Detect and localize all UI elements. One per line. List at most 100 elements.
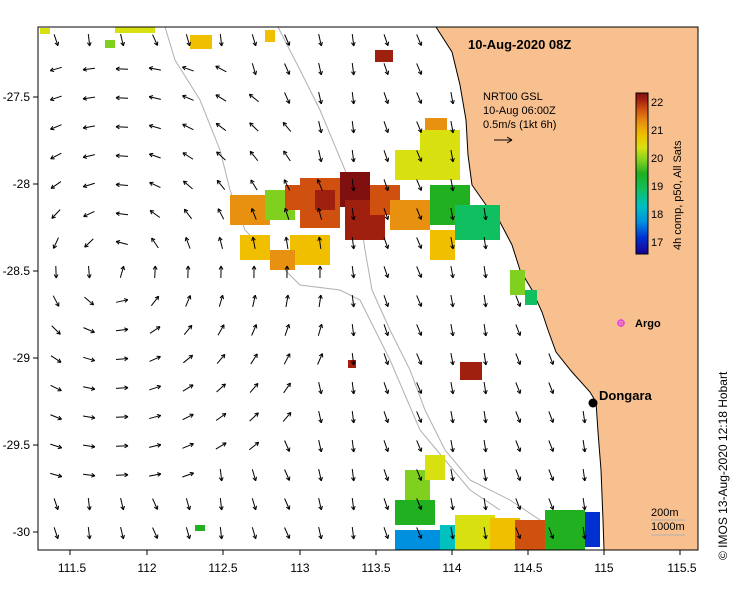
current-arrow-head	[485, 419, 488, 424]
current-arrow-head	[384, 332, 389, 337]
current-arrow-head	[250, 150, 255, 154]
current-arrow-head	[584, 535, 587, 540]
current-arrow	[548, 382, 554, 394]
current-arrow	[217, 208, 225, 220]
current-arrow	[383, 179, 389, 191]
current-arrow	[383, 382, 389, 394]
current-arrow-head	[450, 390, 454, 395]
current-arrow-head	[417, 332, 422, 336]
current-arrow-head	[82, 154, 87, 158]
current-arrow-head	[320, 476, 323, 481]
current-arrow	[115, 328, 129, 332]
current-arrow-head	[223, 383, 226, 388]
current-arrow-head	[91, 328, 95, 333]
current-arrow	[219, 33, 223, 47]
current-arrow-head	[83, 213, 87, 217]
colorbar-tick: 17	[651, 237, 663, 249]
current-arrow	[416, 469, 422, 481]
current-arrow-head	[124, 472, 129, 476]
current-arrow	[84, 296, 94, 306]
current-arrow-head	[124, 414, 129, 418]
current-arrow-head	[318, 323, 323, 328]
current-arrow-head	[353, 535, 356, 540]
current-arrow-head	[417, 303, 422, 307]
current-arrow-head	[283, 150, 288, 154]
current-arrow	[251, 208, 257, 220]
current-arrow-head	[189, 534, 192, 539]
current-arrow	[483, 381, 487, 395]
current-arrow-head	[584, 477, 587, 482]
current-arrow-head	[149, 95, 154, 98]
current-arrow-head	[450, 129, 454, 134]
current-arrow	[548, 527, 554, 539]
x-tick-label: 112.5	[208, 561, 237, 575]
current-arrow-head	[384, 390, 389, 395]
current-arrow-head	[55, 303, 60, 307]
current-arrow-head	[153, 42, 158, 46]
current-arrow-head	[154, 295, 159, 299]
current-arrow-head	[285, 535, 290, 539]
current-arrow-head	[452, 302, 455, 308]
current-arrow-head	[218, 535, 223, 540]
current-arrow	[515, 353, 521, 365]
current-arrow	[450, 266, 454, 278]
current-arrow	[450, 237, 454, 249]
current-arrow	[183, 208, 193, 220]
current-arrow-head	[485, 303, 488, 308]
current-arrow-head	[353, 506, 356, 511]
current-arrow	[149, 124, 161, 130]
current-arrow-head	[116, 240, 121, 242]
current-arrow	[515, 295, 521, 307]
current-arrow	[548, 498, 554, 510]
current-arrow-head	[320, 157, 323, 162]
current-arrow	[548, 440, 554, 452]
current-arrow	[284, 498, 290, 510]
current-arrow-head	[384, 303, 389, 308]
current-arrow-head	[450, 187, 454, 192]
current-arrow-head	[218, 477, 223, 482]
argo-label: Argo	[635, 318, 661, 330]
current-arrow-head	[120, 265, 125, 270]
current-arrow	[351, 62, 355, 76]
current-arrow	[215, 123, 227, 131]
current-arrow-head	[252, 236, 256, 241]
current-arrow-head	[318, 71, 322, 76]
current-arrow	[582, 439, 586, 453]
current-arrow-head	[318, 506, 322, 511]
current-arrow	[483, 497, 487, 511]
current-arrow-head	[452, 360, 455, 366]
current-arrow-head	[317, 265, 321, 270]
current-arrow-head	[288, 324, 291, 329]
current-arrow	[50, 443, 62, 449]
current-arrow-head	[353, 361, 356, 366]
current-arrow-head	[516, 332, 521, 336]
current-arrow-head	[149, 210, 153, 215]
current-arrow-head	[483, 448, 487, 453]
current-arrow	[53, 34, 59, 46]
current-arrow-head	[156, 443, 161, 446]
current-arrow	[351, 352, 355, 366]
current-arrow-head	[317, 208, 319, 213]
current-arrow-head	[450, 100, 454, 105]
current-arrow	[450, 150, 454, 162]
current-arrow-head	[286, 382, 291, 386]
current-arrow	[249, 122, 259, 132]
current-arrow-head	[221, 383, 226, 386]
current-arrow-head	[350, 71, 355, 76]
current-arrow	[515, 469, 521, 481]
current-arrow-head	[186, 295, 191, 299]
current-arrow-head	[184, 237, 187, 242]
current-arrow-head	[452, 128, 455, 134]
current-arrow-head	[485, 245, 488, 250]
current-arrow-head	[120, 535, 124, 540]
current-arrow-head	[86, 535, 91, 540]
current-arrow	[416, 150, 422, 162]
current-arrow	[351, 91, 355, 105]
current-arrow	[284, 34, 290, 46]
current-arrow	[50, 472, 62, 478]
current-arrow-head	[450, 216, 454, 221]
current-arrow	[515, 382, 521, 394]
current-arrow	[219, 237, 223, 249]
current-arrow-head	[452, 244, 455, 250]
y-tick-label: -28.5	[3, 264, 31, 278]
